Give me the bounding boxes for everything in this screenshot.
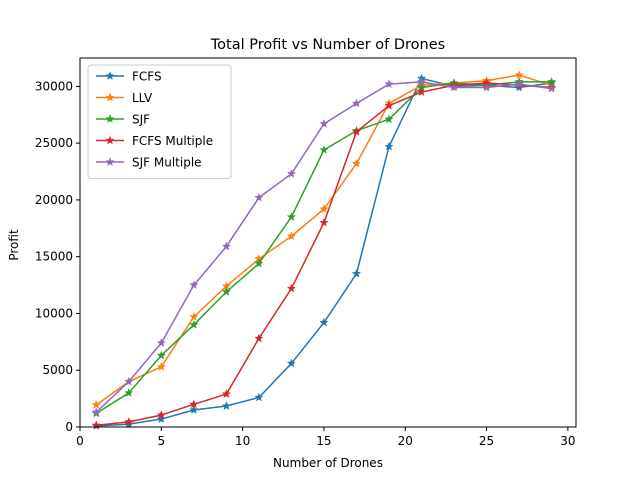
x-tick-label: 20 (398, 434, 413, 448)
data-point-fcfs-multiple (416, 87, 427, 97)
data-point-sjf-multiple (514, 79, 524, 89)
data-point-fcfs-multiple (254, 333, 264, 343)
legend-entry-sjf-multiple: SJF Multiple (96, 156, 202, 170)
x-axis-label: Number of Drones (273, 456, 383, 470)
y-tick-label: 20000 (35, 193, 73, 207)
data-point-fcfs (189, 405, 199, 414)
legend-label: FCFS Multiple (132, 134, 213, 148)
data-point-fcfs-multiple (286, 283, 297, 293)
legend-entry-fcfs: FCFS (96, 70, 162, 84)
plot-area (91, 70, 557, 430)
data-point-llv (351, 158, 362, 168)
data-point-sjf-multiple (319, 118, 329, 128)
data-point-fcfs (319, 317, 329, 327)
data-point-sjf (319, 145, 329, 154)
legend-label: FCFS (132, 70, 162, 84)
data-point-sjf-multiple (384, 79, 394, 89)
series-sjf-multiple (91, 76, 557, 417)
plot-frame (79, 57, 577, 428)
data-point-fcfs-multiple (189, 399, 199, 409)
y-axis-label: Profit (7, 229, 21, 261)
y-tick-label: 15000 (35, 250, 73, 264)
x-tick-label: 5 (157, 434, 165, 448)
data-point-sjf-multiple (254, 192, 264, 202)
y-tick-label: 25000 (35, 136, 73, 150)
data-point-fcfs (254, 392, 264, 402)
data-point-fcfs-multiple (156, 410, 166, 420)
x-tick-label: 0 (76, 434, 84, 448)
x-tick-label: 10 (235, 434, 250, 448)
data-point-fcfs-multiple (384, 100, 394, 110)
data-point-fcfs (221, 401, 232, 410)
data-point-llv (91, 399, 101, 409)
data-point-fcfs (286, 358, 297, 368)
legend-label: SJF (132, 113, 150, 127)
data-point-sjf (189, 319, 199, 329)
series-fcfs-multiple (91, 78, 557, 430)
legend-star-icon (105, 157, 115, 166)
x-tick-label: 25 (479, 434, 494, 448)
data-point-sjf-multiple (481, 82, 492, 92)
y-tick-label: 30000 (35, 79, 73, 93)
legend: FCFS LLV SJF FCFS Multiple SJF Multiple (87, 64, 232, 179)
legend-star-icon (105, 135, 115, 145)
legend-star-icon (105, 114, 115, 123)
data-point-sjf-multiple (351, 98, 362, 108)
chart-title: Total Profit vs Number of Drones (210, 37, 445, 53)
data-point-fcfs-multiple (221, 389, 232, 399)
axes: 0 5 10 15 20 25 30 0 5000 10000 15000 20000 25000 300… (35, 57, 577, 448)
legend-label: LLV (132, 91, 153, 105)
data-point-fcfs-multiple (319, 217, 329, 227)
x-tick-label: 30 (560, 434, 575, 448)
data-point-sjf-multiple (124, 376, 134, 386)
data-point-sjf (156, 350, 166, 360)
data-point-sjf-multiple (449, 82, 459, 92)
legend-entry-fcfs-multiple: FCFS Multiple (96, 134, 213, 148)
data-point-sjf-multiple (189, 280, 199, 290)
legend-entry-llv: LLV (96, 91, 153, 105)
x-tick-label: 15 (316, 434, 331, 448)
data-point-llv (189, 311, 199, 321)
legend-star-icon (105, 71, 115, 80)
data-point-sjf (286, 212, 297, 221)
legend-box (87, 64, 232, 179)
legend-label: SJF Multiple (132, 156, 202, 170)
data-point-sjf-multiple (156, 338, 166, 347)
data-point-fcfs (384, 141, 394, 151)
y-tick-label: 10000 (35, 306, 73, 320)
data-point-llv (319, 204, 329, 213)
data-point-sjf-multiple (91, 407, 101, 417)
legend-entry-sjf: SJF (96, 113, 150, 127)
data-point-fcfs (156, 414, 166, 424)
data-point-sjf (384, 114, 394, 124)
data-point-sjf (221, 286, 232, 296)
data-point-fcfs-multiple (124, 416, 134, 426)
y-tick-label: 0 (65, 420, 73, 434)
legend-star-icon (105, 92, 115, 102)
data-point-sjf-multiple (286, 168, 297, 178)
y-tick-label: 5000 (42, 363, 73, 377)
data-point-sjf (124, 388, 134, 397)
data-point-fcfs-multiple (351, 126, 362, 136)
data-point-sjf-multiple (221, 241, 232, 251)
data-point-llv (514, 70, 524, 80)
data-point-sjf (254, 258, 264, 268)
data-point-fcfs (351, 268, 362, 278)
data-point-llv (156, 361, 166, 371)
data-point-sjf-multiple (416, 76, 427, 86)
data-point-sjf-multiple (546, 83, 557, 93)
data-point-llv (286, 231, 297, 241)
